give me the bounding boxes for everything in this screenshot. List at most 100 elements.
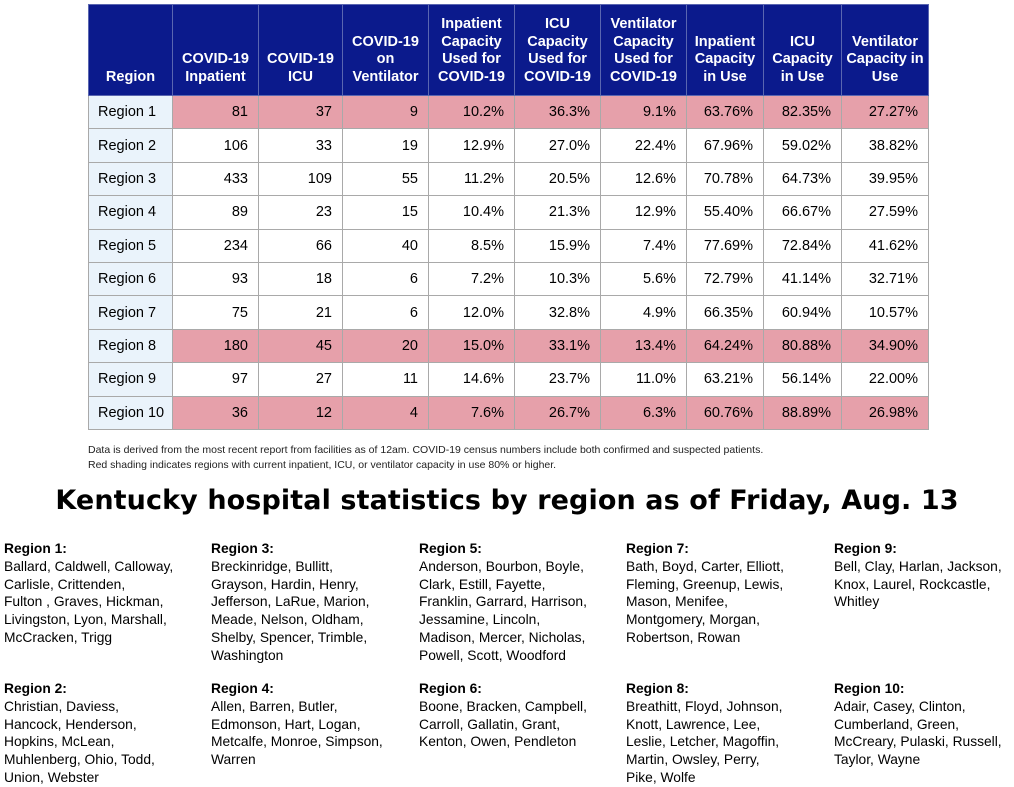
county-group-heading: Region 6: — [419, 681, 482, 696]
table-cell: 60.76% — [686, 395, 764, 430]
county-names-line: Knox, Laurel, Rockcastle, — [834, 576, 991, 592]
county-names-line: Carlisle, Crittenden, — [4, 576, 126, 592]
county-names-line: Hopkins, McLean, — [4, 734, 115, 750]
county-names-line: Grayson, Hardin, Henry, — [211, 576, 359, 592]
county-group: Region 5: Anderson, Bourbon, Boyle, Clark,… — [419, 540, 619, 665]
table-cell: 27 — [258, 362, 343, 397]
table-cell: 64.24% — [686, 328, 764, 364]
footnote: Data is derived from the most recent rep… — [88, 443, 763, 473]
hospital-stats-table: Region COVID-19 Inpatient COVID-19 ICU C… — [88, 4, 929, 430]
table-cell: 15 — [342, 195, 429, 230]
county-names-line: Breathitt, Floyd, Johnson, — [626, 698, 783, 714]
county-names-line: Livingston, Lyon, Marshall, — [4, 612, 167, 628]
table-cell: 12.6% — [600, 161, 687, 197]
table-cell: 34.90% — [841, 328, 929, 364]
region-name-cell: Region 7 — [88, 295, 173, 330]
county-names-line: Knott, Lawrence, Lee, — [626, 716, 761, 732]
table-cell: 70.78% — [686, 161, 764, 197]
table-cell: 20 — [342, 328, 429, 364]
county-names-line: Meade, Nelson, Oldham, — [211, 612, 364, 628]
table-cell: 6 — [342, 295, 429, 330]
county-group-heading: Region 9: — [834, 541, 897, 556]
table-cell: 26.98% — [841, 395, 929, 430]
table-cell: 32.71% — [841, 261, 929, 297]
table-cell: 97 — [172, 362, 259, 397]
table-cell: 4.9% — [600, 295, 687, 330]
col-header-inpatient-capacity-covid: Inpatient Capacity Used for COVID-19 — [428, 4, 515, 96]
table-cell: 45 — [258, 328, 343, 364]
county-group-heading: Region 1: — [4, 541, 67, 556]
county-group: Region 4: Allen, Barren, Butler, Edmonson,… — [211, 680, 411, 769]
county-group: Region 2: Christian, Daviess, Hancock, Hen… — [4, 680, 204, 787]
table-cell: 11.0% — [600, 362, 687, 397]
table-cell: 56.14% — [763, 362, 842, 397]
table-cell: 75 — [172, 295, 259, 330]
col-header-covid-inpatient: COVID-19 Inpatient — [172, 4, 259, 96]
county-names-line: Ballard, Caldwell, Calloway, — [4, 558, 174, 574]
county-names-line: Kenton, Owen, Pendleton — [419, 734, 577, 750]
county-group-heading: Region 3: — [211, 541, 274, 556]
county-names-line: Pike, Wolfe — [626, 769, 696, 785]
table-cell: 89 — [172, 195, 259, 230]
county-names-line: Bell, Clay, Harlan, Jackson, — [834, 558, 1002, 574]
table-cell: 59.02% — [763, 128, 842, 163]
table-cell: 27.59% — [841, 195, 929, 230]
county-names-line: Warren — [211, 752, 256, 768]
table-cell: 60.94% — [763, 295, 842, 330]
county-names-line: Mason, Menifee, — [626, 594, 728, 610]
table-cell: 41.62% — [841, 228, 929, 263]
table-cell: 38.82% — [841, 128, 929, 163]
county-group: Region 3: Breckinridge, Bullitt, Grayson, … — [211, 540, 411, 665]
county-names-line: Franklin, Garrard, Harrison, — [419, 594, 587, 610]
table-row: Region 3 433 109 55 11.2% 20.5% 12.6% 70.78% 64.… — [88, 161, 929, 197]
county-group-heading: Region 7: — [626, 541, 689, 556]
table-cell: 22.00% — [841, 362, 929, 397]
table-cell: 12.9% — [600, 195, 687, 230]
county-names-line: Muhlenberg, Ohio, Todd, — [4, 752, 155, 768]
table-cell: 12.0% — [428, 295, 515, 330]
col-header-ventilator-capacity-covid: Ventilator Capacity Used for COVID-19 — [600, 4, 687, 96]
county-names-line: Clark, Estill, Fayette, — [419, 576, 546, 592]
table-cell: 63.21% — [686, 362, 764, 397]
county-names-line: Fulton , Graves, Hickman, — [4, 594, 164, 610]
table-cell: 109 — [258, 161, 343, 197]
table-row: Region 4 89 23 15 10.4% 21.3% 12.9% 55.40% 66.67… — [88, 195, 929, 230]
col-header-icu-capacity-covid: ICU Capacity Used for COVID-19 — [514, 4, 601, 96]
county-names-line: Whitley — [834, 594, 880, 610]
county-group: Region 8: Breathitt, Floyd, Johnson, Knott… — [626, 680, 826, 787]
table-cell: 36.3% — [514, 94, 601, 130]
table-cell: 40 — [342, 228, 429, 263]
county-names-line: Anderson, Bourbon, Boyle, — [419, 558, 584, 574]
county-names-line: Edmonson, Hart, Logan, — [211, 716, 361, 732]
county-names-line: Boone, Bracken, Campbell, — [419, 698, 587, 714]
table-cell: 55 — [342, 161, 429, 197]
table-cell: 77.69% — [686, 228, 764, 263]
table-cell: 106 — [172, 128, 259, 163]
county-names-line: Jessamine, Lincoln, — [419, 612, 541, 628]
table-cell: 23.7% — [514, 362, 601, 397]
region-name-cell: Region 8 — [88, 328, 173, 364]
table-cell: 10.2% — [428, 94, 515, 130]
table-cell: 433 — [172, 161, 259, 197]
county-group: Region 7: Bath, Boyd, Carter, Elliott, Fle… — [626, 540, 826, 647]
table-row: Region 2 106 33 19 12.9% 27.0% 22.4% 67.96% 59.0… — [88, 128, 929, 163]
table-header-row: Region COVID-19 Inpatient COVID-19 ICU C… — [88, 4, 929, 96]
county-group: Region 9: Bell, Clay, Harlan, Jackson, Kno… — [834, 540, 1014, 611]
table-cell: 7.4% — [600, 228, 687, 263]
table-cell: 11.2% — [428, 161, 515, 197]
table-cell: 37 — [258, 94, 343, 130]
county-names-line: Christian, Daviess, — [4, 698, 120, 714]
county-names-line: Powell, Scott, Woodford — [419, 647, 566, 663]
county-group: Region 1: Ballard, Caldwell, Calloway, Car… — [4, 540, 204, 647]
table-cell: 20.5% — [514, 161, 601, 197]
table-cell: 10.4% — [428, 195, 515, 230]
region-name-cell: Region 9 — [88, 362, 173, 397]
table-row: Region 8 180 45 20 15.0% 33.1% 13.4% 64.24% 80.8… — [88, 328, 929, 364]
table-cell: 234 — [172, 228, 259, 263]
table-cell: 21.3% — [514, 195, 601, 230]
county-names-line: McCreary, Pulaski, Russell, — [834, 734, 1002, 750]
region-name-cell: Region 10 — [88, 395, 173, 430]
county-names-line: Adair, Casey, Clinton, — [834, 698, 966, 714]
table-cell: 18 — [258, 261, 343, 297]
table-cell: 67.96% — [686, 128, 764, 163]
